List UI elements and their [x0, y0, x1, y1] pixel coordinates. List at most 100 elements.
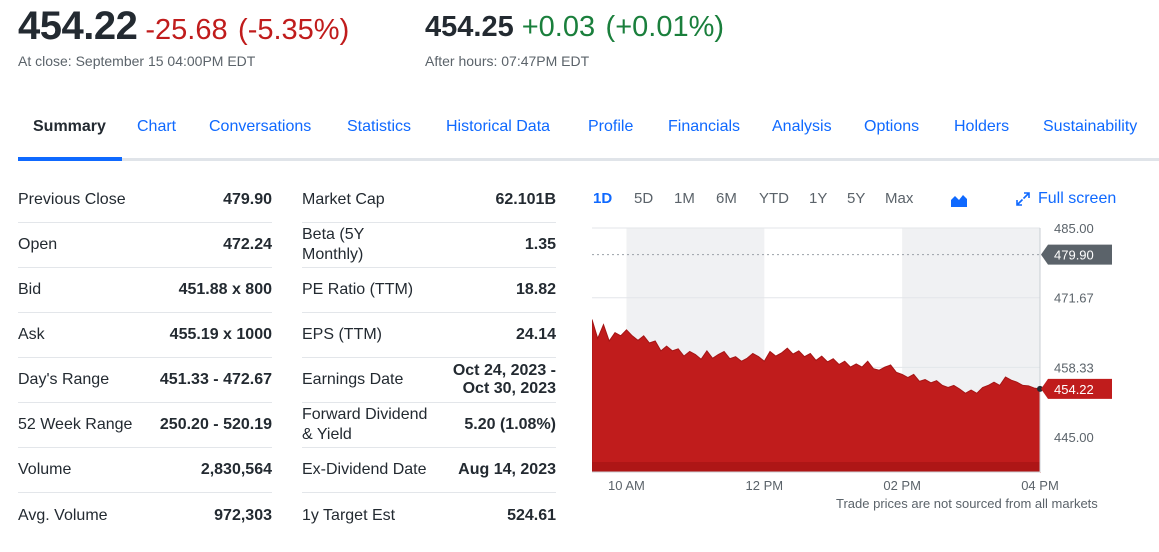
range-5y[interactable]: 5Y — [847, 190, 866, 207]
tab-summary[interactable]: Summary — [33, 118, 106, 135]
tab-analysis[interactable]: Analysis — [772, 118, 832, 135]
mountain-chart-icon[interactable] — [950, 192, 968, 208]
last-price-badge — [1041, 378, 1112, 399]
full-screen-button[interactable]: Full screen — [1016, 190, 1116, 208]
range-5d[interactable]: 5D — [634, 190, 654, 207]
stat-label: Earnings Date — [302, 371, 404, 388]
stat-label: PE Ratio (TTM) — [302, 281, 414, 298]
tab-sustainability[interactable]: Sustainability — [1043, 118, 1138, 135]
x-tick-label: 02 PM — [883, 478, 921, 493]
tab-historical-data[interactable]: Historical Data — [446, 118, 551, 135]
tab-financials[interactable]: Financials — [668, 118, 741, 135]
full-screen-label: Full screen — [1038, 190, 1117, 207]
stat-row-ex-dividend-date: Ex-Dividend Date Aug 14, 2023 — [302, 448, 556, 493]
stat-row-avg-volume: Avg. Volume 972,303 — [18, 493, 272, 538]
stat-label: Ask — [18, 326, 45, 343]
last-price-value: 454.22 — [1054, 382, 1094, 397]
stat-value: 451.88 x 800 — [178, 281, 272, 298]
stat-row-52-week-range: 52 Week Range 250.20 - 520.19 — [18, 403, 272, 448]
tab-statistics[interactable]: Statistics — [347, 118, 412, 135]
quote-nav-tabs: Summary Chart Conversations Statistics H… — [18, 104, 1159, 161]
stat-value: 524.61 — [507, 506, 556, 524]
stat-value: 5.20 (1.08%) — [464, 416, 556, 433]
stat-value: 24.14 — [515, 326, 556, 343]
stat-label: Market Cap — [302, 191, 385, 208]
after-hours-price: 454.25 — [425, 11, 514, 43]
stat-row-earnings-date: Earnings Date Oct 24, 2023 - Oct 30, 2023 — [302, 358, 556, 403]
after-hours-change-percent: (+0.01%) — [605, 11, 725, 43]
price-change-percent: (-5.35%) — [238, 14, 350, 46]
intraday-chart[interactable]: 485.00 471.67 458.33 445.00 10 AM 12 PM 02 PM 0… — [592, 220, 1122, 496]
stat-label: Day's Range — [18, 371, 110, 388]
previous-close-badge — [1041, 244, 1112, 265]
price-change: -25.68 — [145, 14, 228, 46]
stat-value: 250.20 - 520.19 — [159, 416, 272, 433]
stat-value: 472.24 — [223, 236, 272, 253]
after-hours-change: +0.03 — [521, 11, 596, 43]
close-timestamp: At close: September 15 04:00PM EDT — [18, 53, 256, 69]
stat-label: EPS (TTM) — [302, 326, 382, 343]
stat-row-target-est: 1y Target Est 524.61 — [302, 493, 556, 538]
stat-label: Volume — [18, 461, 72, 478]
last-price-dot — [1037, 385, 1043, 392]
y-tick-label: 471.67 — [1054, 291, 1094, 306]
stat-label: Ex-Dividend Date — [302, 461, 427, 478]
stat-row-bid: Bid 451.88 x 800 — [18, 268, 272, 313]
y-tick-label: 458.33 — [1054, 360, 1094, 375]
range-1d[interactable]: 1D — [593, 190, 613, 207]
tab-profile[interactable]: Profile — [588, 118, 634, 135]
stat-label: Avg. Volume — [18, 506, 108, 524]
stat-value: 62.101B — [495, 191, 557, 208]
x-tick-label: 04 PM — [1021, 478, 1059, 493]
stat-row-eps: EPS (TTM) 24.14 — [302, 313, 556, 358]
stat-row-forward-dividend: Forward Dividend & Yield 5.20 (1.08%) — [302, 403, 556, 448]
summary-stats-left: Previous Close 479.90 Open 472.24 Bid 451.8… — [18, 178, 272, 538]
stat-value: 1.35 — [524, 236, 556, 253]
tab-chart[interactable]: Chart — [137, 118, 177, 135]
active-tab-indicator — [18, 157, 122, 161]
x-tick-label: 10 AM — [608, 478, 645, 493]
stat-label: Beta (5Y Monthly) — [302, 226, 364, 263]
stat-label: Previous Close — [18, 191, 126, 208]
stat-label: Open — [18, 236, 58, 253]
summary-stats-right: Market Cap 62.101B Beta (5Y Monthly) 1.35 … — [302, 178, 556, 538]
stat-value: 451.33 - 472.67 — [159, 371, 272, 388]
stat-row-days-range: Day's Range 451.33 - 472.67 — [18, 358, 272, 403]
expand-icon — [1016, 192, 1030, 206]
price-area — [592, 319, 1041, 473]
stat-row-market-cap: Market Cap 62.101B — [302, 178, 556, 223]
volume-bars — [592, 462, 1040, 472]
stat-value: 18.82 — [515, 281, 556, 298]
stat-row-beta: Beta (5Y Monthly) 1.35 — [302, 223, 556, 268]
price-chart-panel: 1D 5D 1M 6M YTD 1Y 5Y Max Full screen 48… — [592, 180, 1122, 520]
after-hours-timestamp: After hours: 07:47PM EDT — [425, 53, 590, 69]
stat-value: Aug 14, 2023 — [458, 461, 556, 478]
tab-holders[interactable]: Holders — [954, 118, 1010, 135]
range-6m[interactable]: 6M — [716, 190, 737, 207]
range-ytd[interactable]: YTD — [759, 190, 789, 207]
stat-value: 479.90 — [223, 191, 272, 208]
y-tick-label: 445.00 — [1054, 430, 1094, 445]
stat-row-ask: Ask 455.19 x 1000 — [18, 313, 272, 358]
stat-label: 1y Target Est — [302, 506, 396, 524]
previous-close-value: 479.90 — [1054, 248, 1094, 263]
stat-row-open: Open 472.24 — [18, 223, 272, 268]
range-max[interactable]: Max — [885, 190, 914, 207]
tab-conversations[interactable]: Conversations — [209, 118, 312, 135]
stat-label: 52 Week Range — [18, 416, 133, 433]
chart-footnote: Trade prices are not sourced from all ma… — [836, 496, 1098, 511]
quote-header: 454.22 -25.68 (-5.35%) At close: Septembe… — [18, 4, 1148, 74]
range-1y[interactable]: 1Y — [809, 190, 828, 207]
tab-options[interactable]: Options — [864, 118, 920, 135]
stat-value: 2,830,564 — [200, 461, 272, 478]
regular-session-quote: 454.22 -25.68 (-5.35%) At close: Septembe… — [18, 4, 349, 69]
after-hours-quote: 454.25 +0.03 (+0.01%) After hours: 07:47P… — [425, 11, 724, 69]
stat-label: Forward Dividend & Yield — [302, 406, 428, 443]
stat-row-pe-ratio: PE Ratio (TTM) 18.82 — [302, 268, 556, 313]
current-price: 454.22 — [18, 4, 138, 48]
stat-value: Oct 24, 2023 - Oct 30, 2023 — [452, 362, 556, 397]
stat-row-volume: Volume 2,830,564 — [18, 448, 272, 493]
range-1m[interactable]: 1M — [674, 190, 695, 207]
x-tick-label: 12 PM — [746, 478, 784, 493]
stat-value: 455.19 x 1000 — [169, 326, 272, 343]
